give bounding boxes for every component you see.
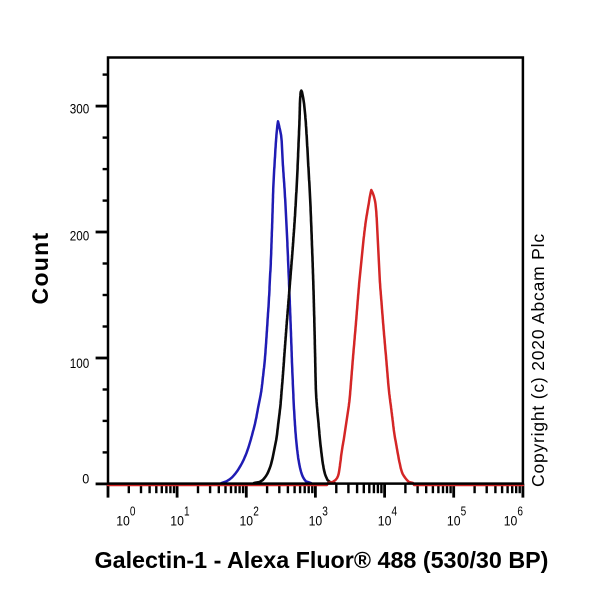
svg-text:10: 10 bbox=[378, 513, 392, 528]
svg-text:10: 10 bbox=[309, 513, 323, 528]
svg-text:3: 3 bbox=[322, 504, 328, 518]
svg-text:5: 5 bbox=[461, 504, 467, 518]
svg-text:Count: Count bbox=[27, 232, 53, 305]
svg-text:Galectin-1 - Alexa Fluor® 488: Galectin-1 - Alexa Fluor® 488 (530/30 BP… bbox=[95, 547, 549, 573]
svg-text:10: 10 bbox=[170, 513, 184, 528]
svg-text:6: 6 bbox=[517, 504, 523, 518]
svg-text:0: 0 bbox=[82, 471, 89, 486]
svg-text:0: 0 bbox=[130, 504, 136, 518]
svg-text:10: 10 bbox=[240, 513, 254, 528]
svg-text:4: 4 bbox=[392, 504, 398, 518]
svg-text:2: 2 bbox=[253, 504, 259, 518]
svg-text:200: 200 bbox=[70, 229, 90, 244]
svg-text:1: 1 bbox=[184, 504, 190, 518]
svg-text:100: 100 bbox=[70, 356, 90, 371]
svg-text:300: 300 bbox=[70, 102, 90, 117]
svg-text:10: 10 bbox=[116, 513, 130, 528]
svg-text:10: 10 bbox=[447, 513, 461, 528]
svg-text:10: 10 bbox=[504, 513, 518, 528]
svg-text:Copyright (c) 2020 Abcam Plc: Copyright (c) 2020 Abcam Plc bbox=[528, 233, 548, 487]
